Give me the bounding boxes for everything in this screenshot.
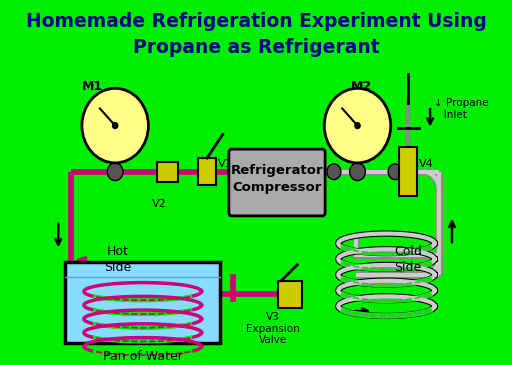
- Text: Homemade Refrigeration Experiment Using: Homemade Refrigeration Experiment Using: [26, 12, 486, 31]
- Circle shape: [350, 163, 366, 181]
- Circle shape: [355, 123, 360, 128]
- Circle shape: [108, 163, 123, 181]
- Circle shape: [161, 164, 175, 180]
- Text: M1: M1: [82, 80, 103, 93]
- Text: V2: V2: [152, 199, 166, 209]
- Circle shape: [200, 164, 214, 180]
- FancyBboxPatch shape: [229, 149, 325, 216]
- Text: V3
Expansion
Valve: V3 Expansion Valve: [246, 312, 300, 345]
- Text: Propane as Refrigerant: Propane as Refrigerant: [133, 38, 379, 57]
- Bar: [399, 147, 417, 196]
- Circle shape: [327, 164, 341, 180]
- Circle shape: [82, 88, 148, 163]
- Text: ↓ Propane
   Inlet: ↓ Propane Inlet: [435, 98, 489, 120]
- Text: Refrigerator
Compressor: Refrigerator Compressor: [231, 164, 323, 193]
- Text: M2: M2: [351, 80, 372, 93]
- Bar: [66, 262, 220, 343]
- Text: Pan of Water: Pan of Water: [103, 350, 183, 363]
- Text: V4: V4: [419, 159, 434, 169]
- Circle shape: [388, 164, 402, 180]
- Circle shape: [324, 88, 391, 163]
- Bar: [157, 162, 178, 181]
- Bar: [278, 281, 303, 308]
- Text: Hot
Side: Hot Side: [104, 245, 132, 274]
- Circle shape: [113, 123, 118, 128]
- Text: V1: V1: [218, 159, 232, 169]
- Bar: [198, 158, 216, 185]
- Text: Cold
Side: Cold Side: [394, 245, 422, 274]
